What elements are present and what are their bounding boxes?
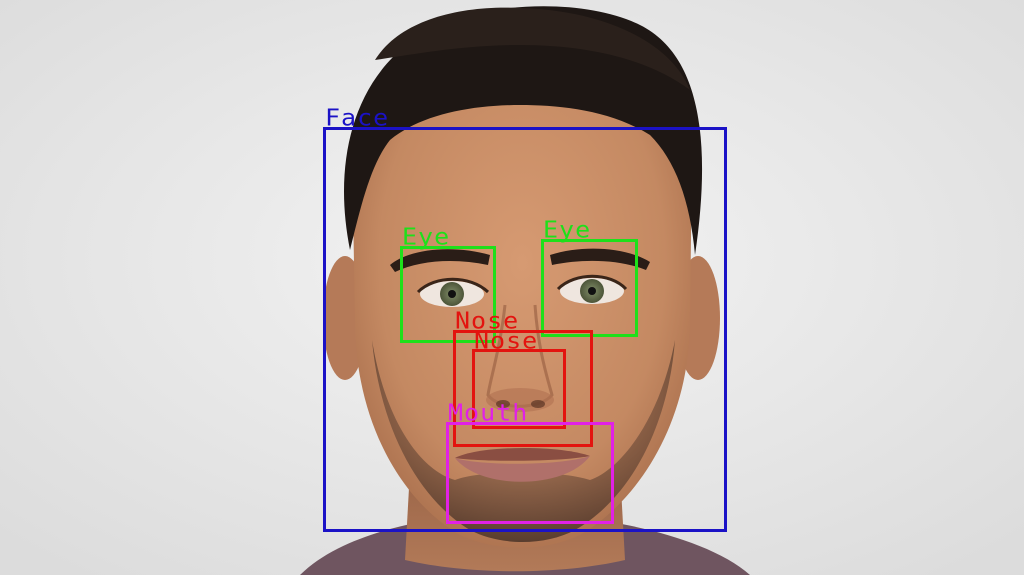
face-bounding-box (323, 127, 727, 532)
hair (344, 6, 703, 255)
eye-box-label: Eye (402, 223, 451, 250)
lower-lip (455, 456, 590, 482)
mouth-bounding-box (446, 422, 614, 524)
right-nostril (531, 400, 545, 408)
mouth-box-label: Mouth (448, 399, 529, 426)
eye-bounding-box (541, 239, 638, 337)
nose-bounding-box (453, 330, 593, 447)
nose-box-label: Nose (474, 327, 539, 354)
left-eyelid (416, 277, 490, 294)
right-eyebrow (550, 248, 650, 270)
nose-box-label: Nose (455, 307, 520, 334)
upper-lip (455, 447, 590, 461)
face-box-label: Face (325, 104, 390, 131)
eye-bounding-box (400, 246, 496, 343)
nose-bounding-box (472, 349, 566, 429)
face-skin (352, 30, 692, 548)
left-eyebrow (390, 249, 490, 272)
right-pupil (588, 287, 596, 295)
left-nostril (496, 400, 510, 408)
eye-box-label: Eye (543, 216, 592, 243)
hair-highlight (375, 7, 690, 90)
right-eyelid (556, 274, 628, 291)
left-pupil (448, 290, 456, 298)
